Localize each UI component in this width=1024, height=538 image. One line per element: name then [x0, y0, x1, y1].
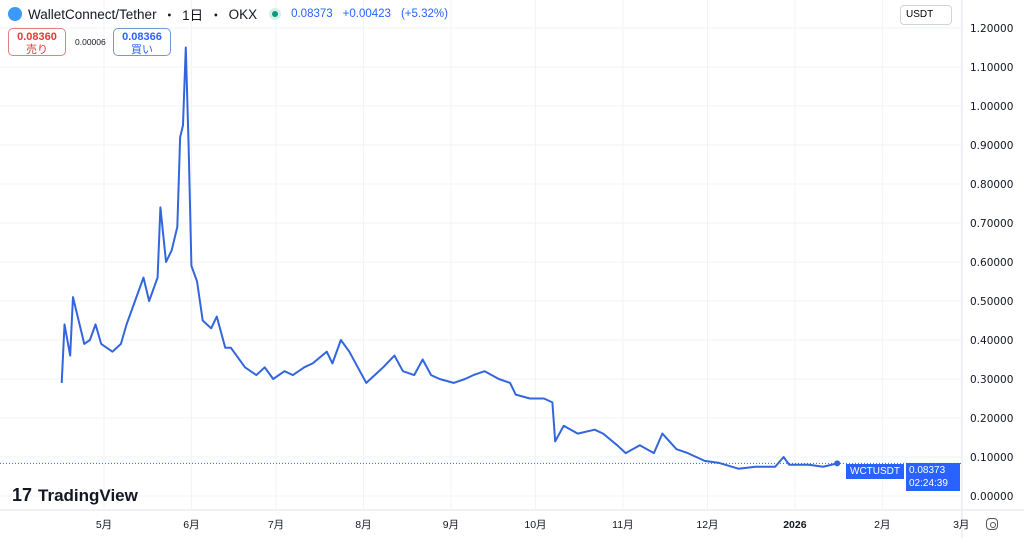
y-tick-label: 0.40000: [970, 335, 1013, 347]
y-tick-label: 0.10000: [970, 452, 1013, 464]
last-price: 0.08373: [291, 8, 333, 20]
pair-name: WalletConnect/Tether: [28, 6, 157, 22]
bar-countdown: 02:24:39: [909, 478, 948, 489]
sell-button[interactable]: 0.08360 売り: [8, 28, 66, 56]
y-tick-label: 0.50000: [970, 296, 1013, 308]
spread: 0.00006: [75, 37, 106, 47]
y-tick-label: 0.00000: [970, 491, 1013, 503]
x-tick-label: 9月: [443, 519, 459, 531]
x-tick-label: 8月: [355, 519, 371, 531]
price-line: [60, 46, 838, 470]
x-tick-label: 2026: [783, 519, 807, 531]
x-tick-label: 5月: [96, 519, 112, 531]
buy-button[interactable]: 0.08366 買い: [113, 28, 171, 56]
tradingview-logo[interactable]: 17 TradingView: [12, 485, 138, 505]
price-change: +0.00423: [342, 8, 391, 20]
market-status-icon: [269, 8, 282, 20]
settings-gear-icon[interactable]: [986, 518, 998, 530]
exchange: OKX: [228, 6, 258, 22]
x-tick-label: 11月: [612, 519, 633, 531]
buy-price: 0.08366: [122, 31, 162, 43]
y-tick-label: 0.20000: [970, 413, 1013, 425]
symbol-tag: WCTUSDT: [846, 464, 904, 479]
sell-price: 0.08360: [17, 31, 57, 43]
y-tick-label: 0.30000: [970, 374, 1013, 386]
last-price-marker: [834, 460, 841, 467]
brand-name: TradingView: [38, 485, 138, 505]
y-tick-label: 0.90000: [970, 140, 1013, 152]
price-change-pct: (+5.32%): [400, 8, 448, 20]
y-tick-label: 0.80000: [970, 179, 1013, 191]
x-tick-label: 2月: [874, 519, 890, 531]
y-tick-label: 1.20000: [970, 23, 1013, 35]
buy-label: 買い: [131, 44, 153, 56]
currency-selector[interactable]: USDT: [900, 5, 952, 25]
x-tick-label: 3月: [953, 519, 969, 531]
price-tag: 0.08373 02:24:39: [906, 463, 960, 491]
x-tick-label: 10月: [524, 519, 546, 531]
y-tick-label: 1.10000: [970, 62, 1013, 74]
chart-header: WalletConnect/Tether ・ 1日・ OKX 0.08373 +0…: [8, 4, 448, 24]
x-tick-label: 7月: [268, 519, 284, 531]
current-price: 0.08373: [909, 465, 946, 476]
sell-label: 売り: [26, 44, 48, 56]
x-tick-label: 6月: [183, 519, 199, 531]
walletconnect-logo-icon: [8, 7, 22, 21]
y-tick-label: 1.00000: [970, 101, 1013, 113]
y-tick-label: 0.60000: [970, 257, 1013, 269]
interval[interactable]: 1日: [182, 8, 204, 23]
x-tick-label: 12月: [696, 519, 718, 531]
y-tick-label: 0.70000: [970, 218, 1013, 230]
